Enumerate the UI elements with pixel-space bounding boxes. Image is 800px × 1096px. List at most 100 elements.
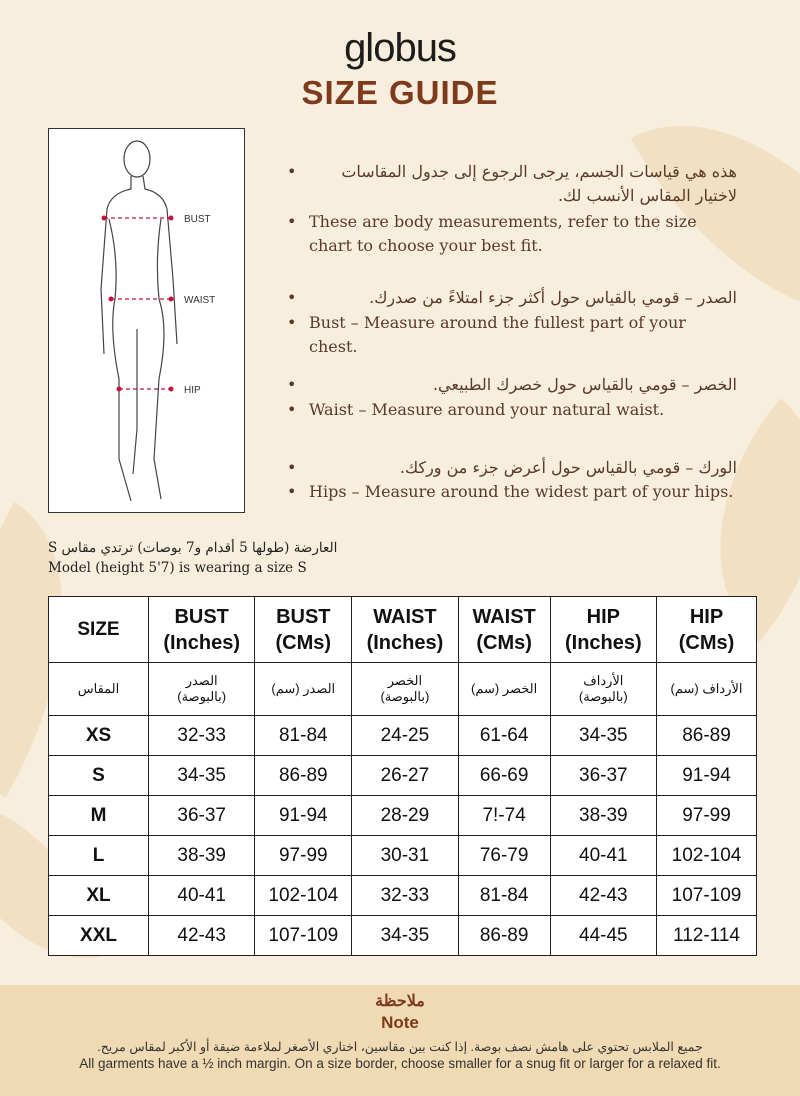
header-text: الصدر (سم) bbox=[271, 681, 336, 696]
table-row: L 38-39 97-99 30-31 76-79 40-41 102-104 bbox=[48, 835, 757, 876]
table-row-cell: 36-37 bbox=[549, 755, 658, 796]
model-info-ar: العارضة (طولها 5 أقدام و7 بوصات) ترتدي م… bbox=[48, 540, 338, 556]
table-row-cell: 30-31 bbox=[351, 835, 459, 876]
header-text: SIZE bbox=[77, 618, 120, 640]
table-row-cell: 24-25 bbox=[351, 715, 459, 756]
table-row: XXL 42-43 107-109 34-35 86-89 44-45 112-114 bbox=[48, 915, 757, 956]
table-header-row-ar-cell: الخصر (بالبوصة) bbox=[351, 662, 459, 716]
header-text: WAIST bbox=[373, 605, 437, 628]
bullet-hips-en: Hips – Measure around the widest part of… bbox=[287, 480, 737, 504]
header-text: (CMs) bbox=[275, 631, 332, 654]
header-text: (Inches) bbox=[163, 631, 241, 654]
bullet-hips-ar: الورك – قومي بالقياس حول أعرض جزء من ورك… bbox=[287, 456, 737, 480]
bullet-bust-en: Bust – Measure around the fullest part o… bbox=[287, 311, 737, 359]
table-header-row-ar-cell: الصدر (سم) bbox=[254, 662, 353, 716]
table-row-cell: 86-89 bbox=[254, 755, 353, 796]
body-silhouette-icon: BUST WAIST HIP bbox=[100, 140, 215, 502]
table-row-cell: 32-33 bbox=[147, 715, 256, 756]
table-row-cell: 102-104 bbox=[656, 835, 757, 876]
table-header-row: SIZE BUST (Inches) BUST (CMs) WAIST (Inches) WA… bbox=[48, 596, 757, 663]
table-row-cell: 86-89 bbox=[656, 715, 757, 756]
table-row-cell: 86-89 bbox=[457, 915, 551, 956]
table-row-cell: 81-84 bbox=[457, 875, 551, 916]
header-text: BUST bbox=[174, 605, 229, 628]
table-header-row-ar-cell: الخصر (سم) bbox=[457, 662, 551, 716]
table-row-cell: 34-35 bbox=[351, 915, 459, 956]
body-measurement-figure: BUST WAIST HIP bbox=[48, 128, 245, 513]
header-text: المقاس bbox=[77, 681, 120, 696]
size-chart-table: SIZE BUST (Inches) BUST (CMs) WAIST (Inches) WA… bbox=[48, 596, 757, 956]
table-row-cell: 76-79 bbox=[457, 835, 551, 876]
table-row: M 36-37 91-94 28-29 7!-74 38-39 97-99 bbox=[48, 795, 757, 836]
header-text: (بالبوصة) bbox=[578, 689, 628, 704]
table-row-cell: 42-43 bbox=[147, 915, 256, 956]
table-row-cell: 38-39 bbox=[147, 835, 256, 876]
table-row-cell: XL bbox=[48, 875, 149, 916]
bullet-waist-ar: الخصر – قومي بالقياس حول خصرك الطبيعي. bbox=[287, 373, 737, 397]
header-text: الأرداف bbox=[583, 673, 624, 688]
table-row-cell: 112-114 bbox=[656, 915, 757, 956]
bullet-intro-ar: هذه هي قياسات الجسم، يرجى الرجوع إلى جدو… bbox=[287, 160, 737, 208]
table-header-row-ar-cell: الأرداف (سم) bbox=[656, 662, 757, 716]
table-row-cell: XXL bbox=[48, 915, 149, 956]
bullet-bust-ar: الصدر – قومي بالقياس حول أكثر جزء امتلاء… bbox=[287, 286, 737, 310]
table-header-row-cell: BUST (CMs) bbox=[254, 596, 353, 663]
header-text: (بالبوصة) bbox=[380, 689, 430, 704]
note-text-en: All garments have a ½ inch margin. On a … bbox=[79, 1056, 721, 1071]
table-header-row-ar-cell: الأرداف (بالبوصة) bbox=[549, 662, 658, 716]
header-text: HIP bbox=[689, 605, 724, 628]
page-title: SIZE GUIDE bbox=[301, 74, 499, 111]
note-title-ar: ملاحظة bbox=[375, 993, 425, 1010]
table-row-cell: 107-109 bbox=[656, 875, 757, 916]
table-header-row-ar-cell: الصدر (بالبوصة) bbox=[147, 662, 256, 716]
table-row-cell: 40-41 bbox=[147, 875, 256, 916]
header-text: الصدر bbox=[185, 673, 218, 688]
table-row: XS 32-33 81-84 24-25 61-64 34-35 86-89 bbox=[48, 715, 757, 756]
table-row: S 34-35 86-89 26-27 66-69 36-37 91-94 bbox=[48, 755, 757, 796]
table-row-cell: 81-84 bbox=[254, 715, 353, 756]
note-text-ar: جميع الملابس تحتوي على هامش نصف بوصة. إذ… bbox=[97, 1040, 703, 1054]
table-row-cell: 97-99 bbox=[254, 835, 353, 876]
table-header-row-cell: HIP (Inches) bbox=[549, 596, 658, 663]
header-text: (Inches) bbox=[366, 631, 444, 654]
table-row-cell: L bbox=[48, 835, 149, 876]
table-row-cell: 34-35 bbox=[147, 755, 256, 796]
table-row-cell: 40-41 bbox=[549, 835, 658, 876]
brand-logo: globus bbox=[344, 26, 457, 70]
header-text: (CMs) bbox=[476, 631, 532, 654]
bust-label: BUST bbox=[184, 214, 211, 225]
header-text: HIP bbox=[586, 605, 620, 628]
table-row-cell: 61-64 bbox=[457, 715, 551, 756]
table-row-cell: 42-43 bbox=[549, 875, 658, 916]
model-info: العارضة (طولها 5 أقدام و7 بوصات) ترتدي م… bbox=[48, 538, 337, 578]
bullet-intro-en: These are body measurements, refer to th… bbox=[287, 210, 737, 258]
header-text: الخصر (سم) bbox=[471, 681, 538, 696]
header-text: BUST bbox=[276, 605, 331, 628]
table-header-row-cell: WAIST (Inches) bbox=[351, 596, 459, 663]
waist-label: WAIST bbox=[184, 295, 215, 306]
table-row-cell: 26-27 bbox=[351, 755, 459, 796]
model-info-en: Model (height 5'7) is wearing a size S bbox=[48, 560, 307, 576]
header-text: الخصر bbox=[387, 673, 423, 688]
bullet-waist-en: Waist – Measure around your natural wais… bbox=[287, 398, 737, 422]
header-text: الأرداف (سم) bbox=[670, 681, 743, 696]
table-row-cell: 107-109 bbox=[254, 915, 353, 956]
table-row-cell: 32-33 bbox=[351, 875, 459, 916]
hip-label: HIP bbox=[184, 385, 201, 396]
table-row-cell: 28-29 bbox=[351, 795, 459, 836]
table-row-cell: 36-37 bbox=[147, 795, 256, 836]
table-row-cell: 91-94 bbox=[254, 795, 353, 836]
header-text: (Inches) bbox=[564, 631, 642, 654]
table-row-cell: 7!-74 bbox=[457, 795, 551, 836]
table-header-row-cell: WAIST (CMs) bbox=[457, 596, 551, 663]
table-row-cell: XS bbox=[48, 715, 149, 756]
table-row-cell: 91-94 bbox=[656, 755, 757, 796]
table-header-row-ar-cell: المقاس bbox=[48, 662, 149, 716]
table-header-row-cell: HIP (CMs) bbox=[656, 596, 757, 663]
note-title-en: Note bbox=[381, 1013, 419, 1032]
table-row-cell: 38-39 bbox=[549, 795, 658, 836]
header-text: (بالبوصة) bbox=[177, 689, 227, 704]
table-row-cell: 44-45 bbox=[549, 915, 658, 956]
table-header-row-cell: SIZE bbox=[48, 596, 149, 663]
table-header-row-ar: المقاس الصدر (بالبوصة) الصدر (سم) الخصر (بالب… bbox=[48, 662, 757, 716]
